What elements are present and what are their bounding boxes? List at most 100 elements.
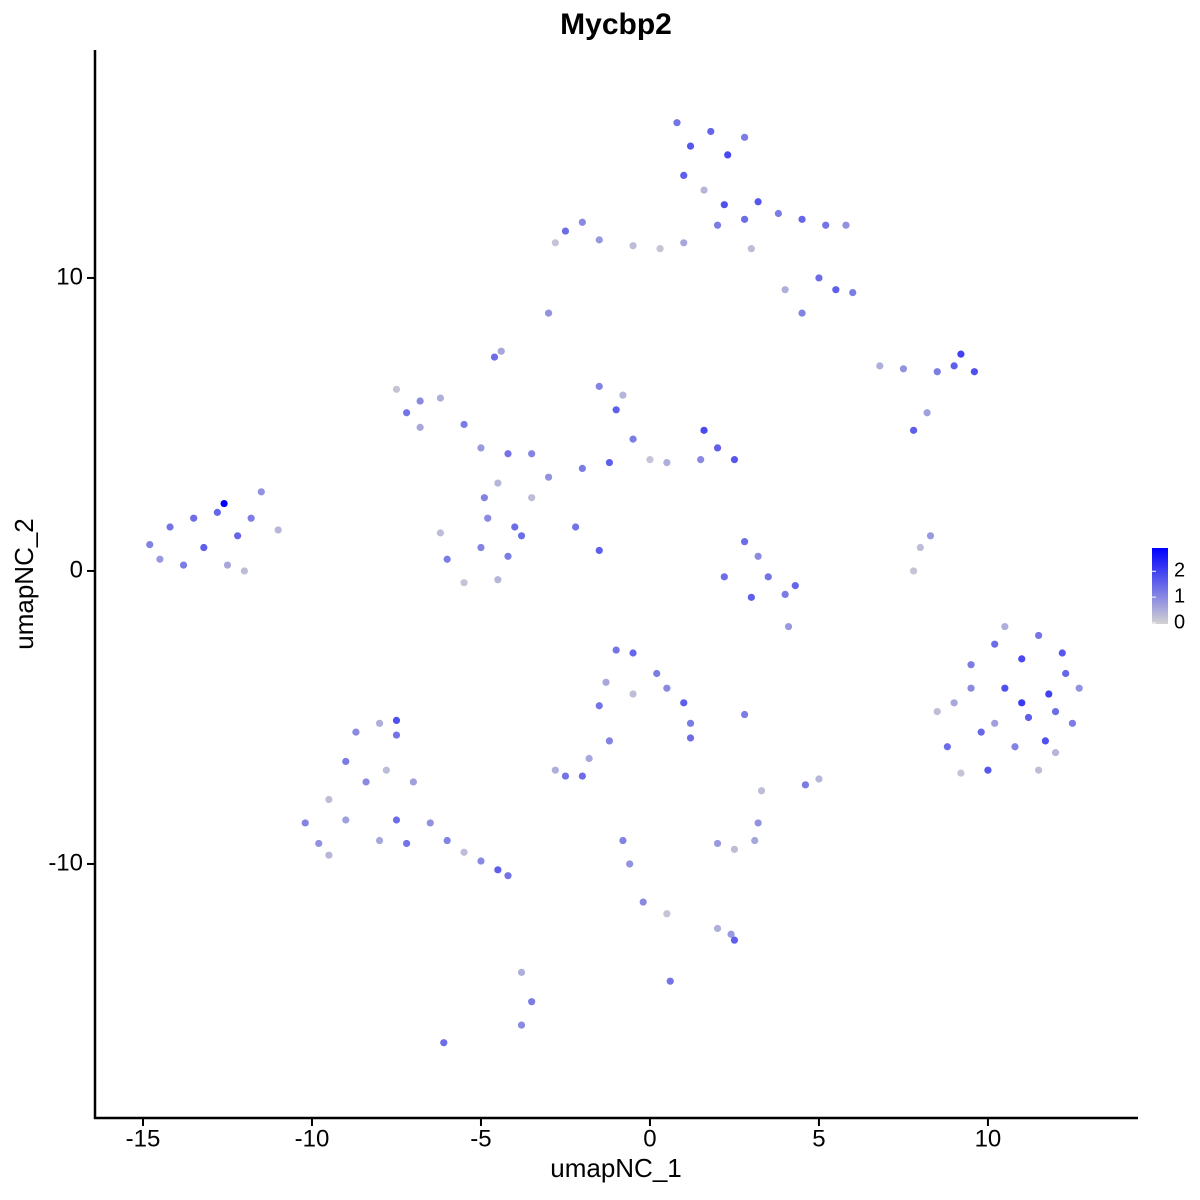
point (950, 362, 958, 370)
point (517, 968, 526, 976)
point (392, 716, 401, 724)
point (572, 523, 580, 531)
point (494, 866, 502, 874)
point (1024, 713, 1033, 722)
x-tick-label: 5 (812, 1125, 825, 1152)
point (200, 543, 208, 552)
point (301, 819, 309, 827)
point (909, 426, 918, 434)
point (443, 555, 451, 563)
point (156, 555, 164, 563)
point (798, 309, 806, 317)
point (504, 450, 512, 458)
point (832, 286, 840, 294)
point (984, 766, 992, 774)
point (967, 684, 975, 692)
point (392, 385, 401, 393)
point (1058, 649, 1066, 657)
point (494, 479, 502, 487)
point (426, 819, 434, 827)
point (504, 872, 512, 880)
point (801, 781, 810, 789)
point (916, 543, 924, 552)
point (223, 561, 232, 569)
point (977, 728, 985, 736)
point (680, 699, 688, 707)
point (460, 579, 468, 587)
point (629, 435, 637, 443)
point (757, 787, 766, 795)
point (315, 839, 323, 848)
points (146, 119, 1083, 1047)
point (403, 409, 411, 417)
point (497, 347, 505, 355)
point (933, 708, 941, 716)
point (460, 848, 468, 856)
x-tick-label: 10 (975, 1125, 1002, 1152)
point (494, 576, 502, 584)
point (1068, 719, 1077, 727)
point (561, 227, 570, 235)
point (781, 590, 789, 599)
point (724, 151, 732, 159)
point (1001, 684, 1009, 692)
point (899, 365, 908, 373)
point (680, 239, 688, 247)
point (663, 458, 671, 467)
point (409, 778, 417, 786)
point (1018, 655, 1026, 663)
point (1075, 684, 1083, 692)
point (477, 444, 485, 452)
point (740, 215, 749, 223)
point (700, 186, 708, 194)
point (720, 573, 728, 581)
point (991, 640, 999, 648)
point (1018, 699, 1026, 707)
point (480, 494, 488, 502)
point (578, 772, 586, 780)
point (1045, 690, 1053, 698)
point (764, 573, 772, 581)
point (713, 839, 722, 848)
point (477, 857, 485, 865)
point (605, 737, 614, 745)
point (822, 221, 830, 229)
point (720, 201, 728, 209)
point (754, 198, 762, 206)
point (686, 734, 695, 742)
point (619, 836, 627, 845)
point (639, 898, 647, 906)
point (740, 710, 749, 719)
point (484, 514, 492, 522)
point (967, 661, 975, 669)
point (544, 309, 553, 317)
point (166, 523, 174, 531)
point (213, 508, 221, 516)
point (477, 543, 485, 552)
point (544, 473, 553, 481)
point (784, 623, 793, 631)
point (751, 836, 759, 845)
point (440, 1039, 448, 1047)
point (179, 561, 188, 569)
point (517, 532, 526, 540)
point (957, 769, 965, 777)
point (605, 458, 614, 467)
point (798, 215, 806, 223)
point (730, 845, 739, 853)
point (730, 456, 739, 464)
x-tick-label: -5 (470, 1125, 491, 1152)
x-tick-label: 0 (643, 1125, 656, 1152)
point (595, 546, 603, 555)
x-axis-label: umapNC_1 (550, 1153, 682, 1183)
point (629, 242, 637, 250)
point (713, 444, 722, 452)
point (234, 532, 242, 540)
point (1041, 737, 1049, 745)
point (551, 239, 559, 247)
point (392, 816, 401, 824)
point (933, 368, 941, 376)
colorbar-tick-label: 2 (1174, 560, 1185, 582)
point (528, 494, 536, 502)
point (490, 353, 499, 361)
